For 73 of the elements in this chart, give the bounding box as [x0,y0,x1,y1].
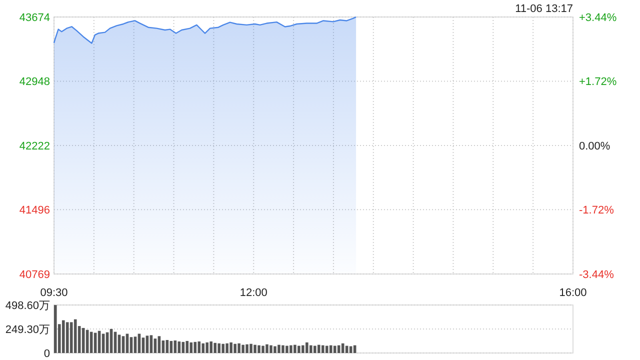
bar [158,336,161,353]
bar [138,334,141,353]
bar [262,346,264,353]
bar [130,337,133,353]
y-tick-label: 249.30万 [5,324,50,336]
y-tick-label: 43674 [19,12,50,24]
bar [134,336,137,353]
bar [150,335,153,353]
y2-tick-label: -3.44% [579,268,614,281]
bar [286,346,288,353]
bar [325,346,328,353]
bar [62,320,65,353]
bar [306,342,308,353]
bar [278,344,280,353]
x-tick-label: 12:00 [240,287,268,299]
bar [146,336,149,353]
bar [310,345,312,353]
bar [266,344,268,353]
bar [186,340,189,353]
bar [198,341,201,353]
y2-tick-label: +3.44% [579,12,617,24]
y-tick-label: 42222 [19,140,50,152]
bar [230,342,232,353]
bar [102,334,105,353]
bar [242,344,244,353]
bar [118,334,121,353]
bar [317,344,320,353]
y2-tick-label: +1.72% [579,76,617,88]
bar [333,346,336,353]
y2-tick-label: 0.00% [579,140,610,152]
y-tick-label: 498.60万 [5,300,50,312]
bar [154,338,157,353]
bar [270,345,272,353]
bar [298,346,300,353]
bar [314,346,316,353]
bar [250,344,252,353]
bar [218,343,220,353]
bar [210,341,212,353]
bar [238,343,240,353]
x-tick-label: 09:30 [40,287,68,299]
y-tick-label: 41496 [19,204,50,217]
bar [321,345,324,353]
bar [246,344,248,353]
bar [190,342,193,353]
y-tick-label: 0 [44,348,50,360]
bar [290,345,292,353]
bar [142,338,145,353]
y-tick-label: 40769 [19,268,50,281]
bar [254,344,256,353]
bar [122,336,125,353]
bar [214,342,216,353]
bar [282,345,284,353]
bar [329,345,332,353]
bar [54,305,57,353]
bar [206,342,209,353]
bar [234,344,236,353]
bar [166,340,169,353]
bar [126,334,129,353]
bar [274,346,276,353]
bar [202,343,205,353]
bar [222,344,224,353]
bar [258,345,260,353]
bar [194,342,197,353]
bar [294,344,296,353]
bar [226,343,228,353]
bar [74,319,77,353]
y2-tick-label: -1.72% [579,204,614,217]
bar [66,322,69,353]
y-tick-label: 42948 [19,76,50,88]
bar [70,322,73,353]
text: 11-06 13:17 [515,3,573,15]
bar [302,345,304,353]
x-tick-label: 16:00 [559,287,587,299]
